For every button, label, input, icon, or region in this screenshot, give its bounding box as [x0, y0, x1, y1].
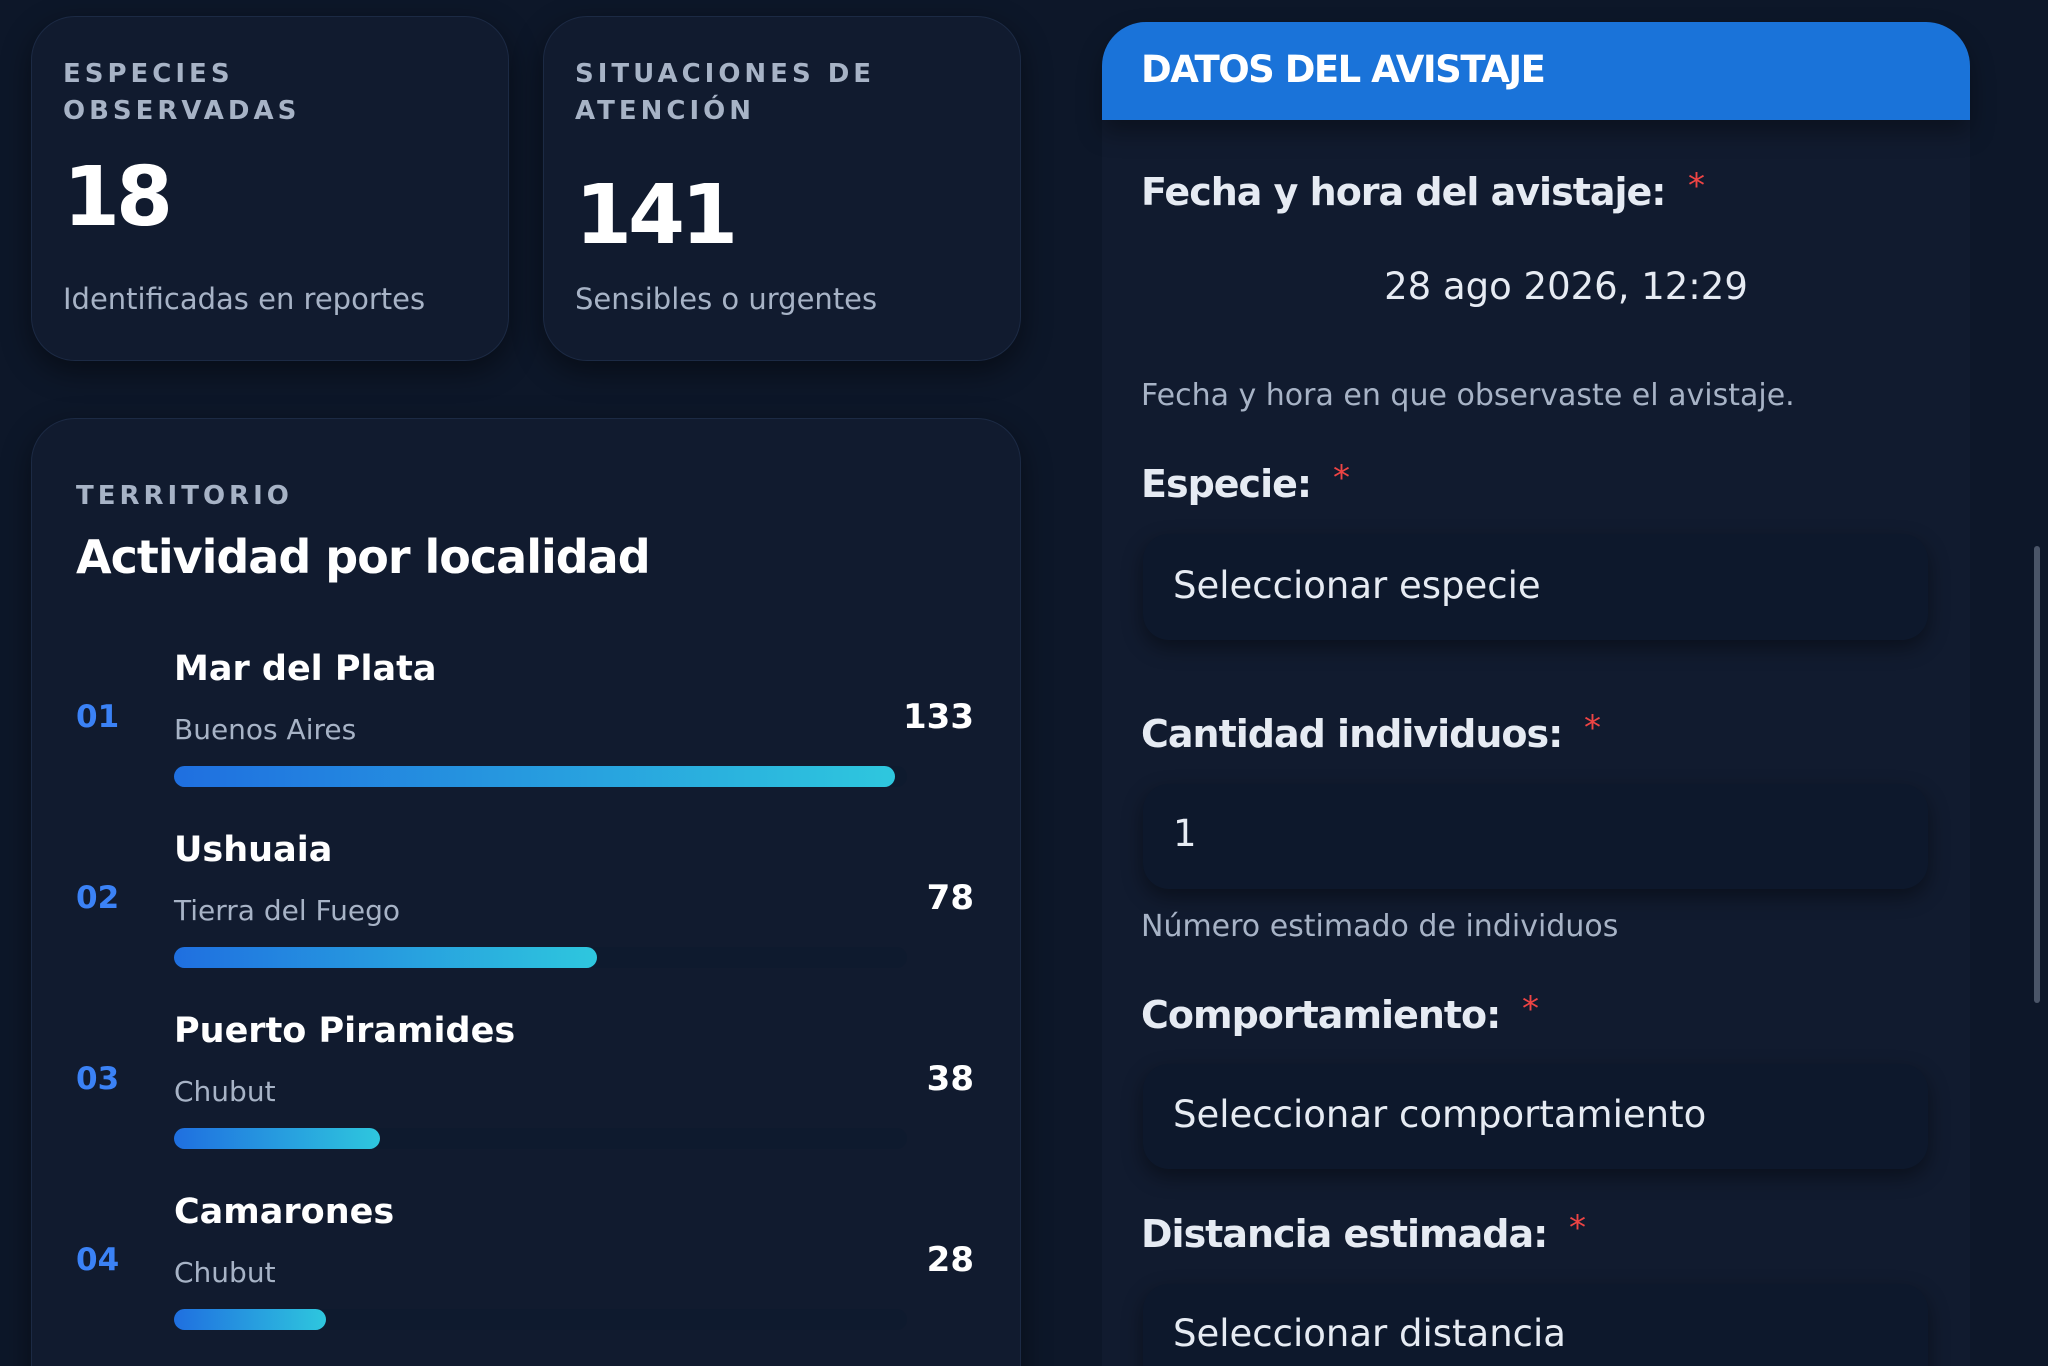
- eyebrow: TERRITORIO: [76, 481, 293, 511]
- region: Chubut: [174, 1256, 276, 1289]
- locality-name: Camarones: [174, 1192, 395, 1232]
- rank: 03: [76, 1061, 120, 1097]
- count: 38: [926, 1059, 974, 1099]
- stat-caption: Sensibles o urgentes: [575, 282, 878, 316]
- stat-caption: Identificadas en reportes: [63, 282, 426, 316]
- stat-label: SITUACIONES DE ATENCIÓN: [575, 59, 876, 126]
- region: Chubut: [174, 1075, 276, 1108]
- input-field[interactable]: [1143, 784, 1928, 889]
- required-mark: *: [1522, 989, 1539, 1029]
- bar-track: [174, 1309, 907, 1330]
- help-text: Fecha y hora en que observaste el avista…: [1141, 378, 1795, 413]
- input-field[interactable]: [1143, 1064, 1928, 1169]
- territory-card: [31, 418, 1021, 1366]
- count: 28: [926, 1240, 974, 1280]
- form-header: [1102, 22, 1970, 120]
- help-text: Número estimado de individuos: [1141, 909, 1619, 944]
- required-mark: *: [1584, 708, 1601, 748]
- locality-name: Mar del Plata: [174, 649, 437, 689]
- required-mark: *: [1569, 1208, 1586, 1248]
- field-value: Seleccionar especie: [1173, 564, 1541, 607]
- field-value: 28 ago 2026, 12:29: [1384, 265, 1748, 308]
- field-label: Comportamiento:: [1141, 993, 1501, 1037]
- form-title: DATOS DEL AVISTAJE: [1141, 48, 1546, 91]
- required-mark: *: [1333, 458, 1350, 498]
- rank: 01: [76, 699, 120, 735]
- field-value: 1: [1173, 812, 1197, 855]
- field-label: Cantidad individuos:: [1141, 712, 1563, 756]
- field-value: Seleccionar comportamiento: [1173, 1093, 1707, 1136]
- field-label: Fecha y hora del avistaje:: [1141, 170, 1666, 214]
- bar: [174, 947, 597, 968]
- bar: [174, 766, 895, 787]
- bar: [174, 1309, 326, 1330]
- locality-name: Ushuaia: [174, 830, 333, 870]
- stat-value: 141: [575, 168, 738, 263]
- region: Buenos Aires: [174, 713, 357, 746]
- region: Tierra del Fuego: [174, 894, 400, 927]
- locality-name: Puerto Piramides: [174, 1011, 516, 1051]
- stat-value: 18: [63, 150, 173, 245]
- rank: 04: [76, 1242, 120, 1278]
- count: 78: [926, 878, 974, 918]
- field-label: Distancia estimada:: [1141, 1212, 1548, 1256]
- stat-card: [543, 16, 1021, 361]
- field-value: Seleccionar distancia: [1173, 1312, 1566, 1355]
- stat-card: [31, 16, 509, 361]
- section-title: Actividad por localidad: [76, 530, 651, 584]
- count: 133: [903, 697, 974, 737]
- field-label: Especie:: [1141, 462, 1312, 506]
- input-field[interactable]: [1143, 1284, 1928, 1366]
- rank: 02: [76, 880, 120, 916]
- bar: [174, 1128, 380, 1149]
- required-mark: *: [1688, 166, 1705, 206]
- input-field[interactable]: [1143, 534, 1928, 640]
- stat-label: ESPECIES OBSERVADAS: [63, 59, 301, 126]
- scrollbar[interactable]: [2034, 546, 2040, 1003]
